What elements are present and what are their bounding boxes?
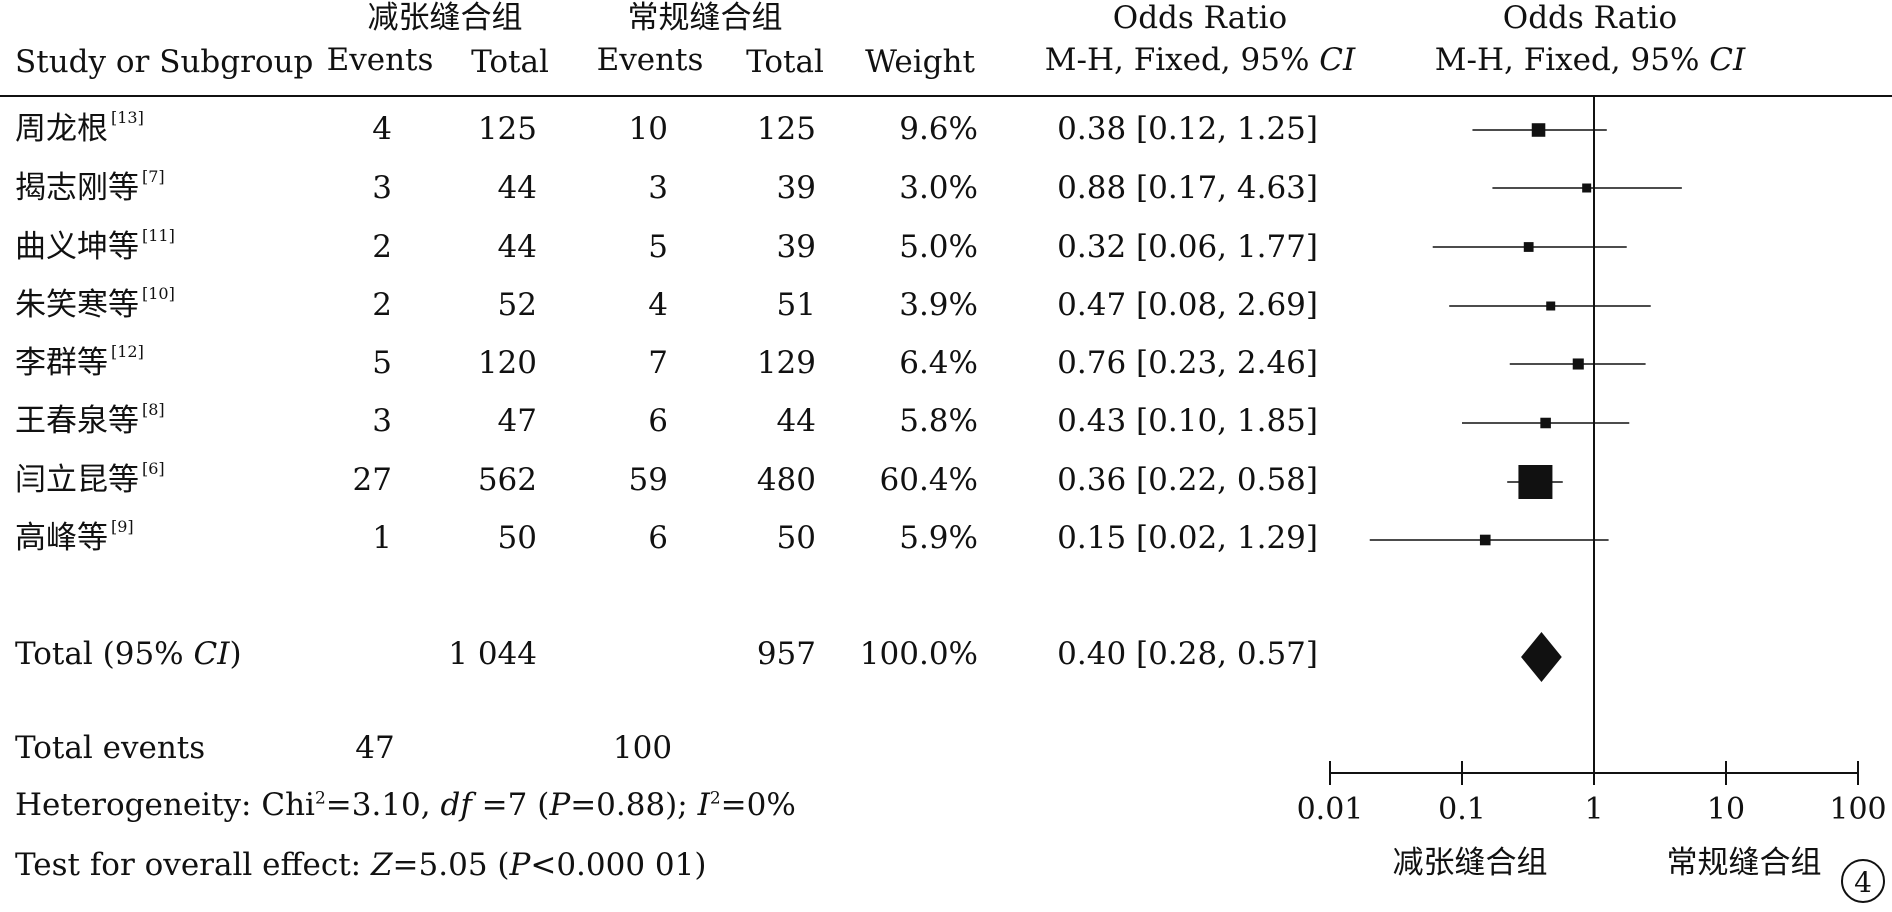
- group2-header: 常规缝合组: [627, 0, 783, 36]
- favours-right-label: 常规缝合组: [1667, 845, 1822, 881]
- total-events-label: Total events: [15, 730, 206, 766]
- or-ci: 0.76 [0.23, 2.46]: [1057, 345, 1318, 381]
- study-name: 李群等 [12]: [15, 342, 144, 381]
- total1: 44: [497, 170, 537, 206]
- total1: 50: [497, 520, 537, 556]
- total2: 39: [776, 229, 816, 265]
- total2: 957: [756, 636, 816, 672]
- point-estimate-square: [1531, 123, 1546, 137]
- total-events2: 100: [612, 730, 673, 766]
- weight: 3.9%: [899, 287, 978, 323]
- overall-effect-line: Test for overall effect: Z=5.05 (P<0.000…: [15, 847, 707, 883]
- events2: 10: [628, 111, 668, 147]
- heterogeneity-line: Heterogeneity: Chi2=3.10, df =7 (P=0.88)…: [15, 787, 796, 823]
- x-tick-label: 1: [1584, 792, 1603, 827]
- events1: 1: [372, 520, 392, 556]
- group1-header: 减张缝合组: [367, 0, 523, 36]
- or-ci: 0.88 [0.17, 4.63]: [1057, 170, 1318, 206]
- or-ci: 0.36 [0.22, 0.58]: [1057, 462, 1318, 498]
- point-estimate-square: [1518, 465, 1553, 499]
- x-tick-label: 0.1: [1438, 792, 1486, 827]
- or-ci: 0.47 [0.08, 2.69]: [1057, 287, 1318, 323]
- or-ci: 0.43 [0.10, 1.85]: [1057, 403, 1318, 439]
- events1: 2: [372, 229, 392, 265]
- events1: 2: [372, 287, 392, 323]
- or-ci: 0.38 [0.12, 1.25]: [1057, 111, 1318, 147]
- study-name: 闫立昆等 [6]: [15, 459, 165, 498]
- events2: 6: [648, 520, 668, 556]
- favours-left-label: 减张缝合组: [1393, 845, 1548, 881]
- events2: 59: [628, 462, 668, 498]
- events1: 5: [372, 345, 392, 381]
- point-estimate-square: [1523, 242, 1534, 252]
- or-ci: 0.32 [0.06, 1.77]: [1057, 229, 1318, 265]
- total-weight: 100.0%: [859, 636, 978, 672]
- events2: 4: [648, 287, 668, 323]
- point-estimate-square: [1582, 183, 1592, 193]
- total1-header: Total: [471, 44, 549, 80]
- total2: 480: [756, 462, 816, 498]
- total2: 50: [776, 520, 816, 556]
- total2: 39: [776, 170, 816, 206]
- events2: 5: [648, 229, 668, 265]
- x-tick-label: 10: [1707, 792, 1745, 827]
- total1: 52: [497, 287, 537, 323]
- pooled-diamond: [1521, 632, 1562, 682]
- or-title: Odds Ratio: [1112, 0, 1288, 36]
- total-events1: 47: [355, 730, 395, 766]
- events1: 4: [372, 111, 392, 147]
- total1: 562: [477, 462, 537, 498]
- events2: 3: [648, 170, 668, 206]
- events2-header: Events: [596, 42, 704, 78]
- study-name: 朱笑寒等 [10]: [15, 284, 175, 323]
- events2: 6: [648, 403, 668, 439]
- weight: 5.8%: [899, 403, 978, 439]
- total2-header: Total: [746, 44, 824, 80]
- total-label: Total (95% CI): [15, 636, 242, 672]
- total2: 44: [776, 403, 816, 439]
- point-estimate-square: [1540, 417, 1551, 429]
- figure-number-badge: 4: [1841, 859, 1885, 903]
- events1: 27: [352, 462, 392, 498]
- total1: 1 044: [448, 636, 537, 672]
- study-name: 周龙根 [13]: [15, 108, 144, 147]
- x-tick-label: 100: [1829, 792, 1886, 827]
- total1: 47: [497, 403, 537, 439]
- weight: 6.4%: [899, 345, 978, 381]
- study-name: 高峰等 [9]: [15, 517, 134, 556]
- study-name: 揭志刚等 [7]: [15, 167, 165, 206]
- total1: 125: [477, 111, 537, 147]
- weight: 60.4%: [879, 462, 978, 498]
- or-method: M-H, Fixed, 95% CI: [1044, 42, 1356, 78]
- events1-header: Events: [326, 42, 434, 78]
- plot-title: Odds Ratio: [1502, 0, 1678, 36]
- weight: 5.9%: [899, 520, 978, 556]
- weight: 9.6%: [899, 111, 978, 147]
- total1: 44: [497, 229, 537, 265]
- point-estimate-square: [1479, 534, 1491, 546]
- study-name: 王春泉等 [8]: [15, 400, 165, 439]
- weight: 5.0%: [899, 229, 978, 265]
- point-estimate-square: [1546, 301, 1556, 311]
- point-estimate-square: [1572, 358, 1584, 370]
- weight-header: Weight: [865, 44, 975, 80]
- study-column-header: Study or Subgroup: [15, 44, 314, 80]
- or-ci: 0.15 [0.02, 1.29]: [1057, 520, 1318, 556]
- weight: 3.0%: [899, 170, 978, 206]
- total2: 129: [756, 345, 816, 381]
- total2: 125: [756, 111, 816, 147]
- events1: 3: [372, 403, 392, 439]
- header-rule: [0, 95, 1892, 97]
- plot-method: M-H, Fixed, 95% CI: [1434, 42, 1746, 78]
- total-or-ci: 0.40 [0.28, 0.57]: [1057, 636, 1318, 672]
- study-name: 曲义坤等 [11]: [15, 226, 175, 265]
- events1: 3: [372, 170, 392, 206]
- events2: 7: [648, 345, 668, 381]
- total1: 120: [477, 345, 537, 381]
- total2: 51: [776, 287, 816, 323]
- x-tick-label: 0.01: [1297, 792, 1364, 827]
